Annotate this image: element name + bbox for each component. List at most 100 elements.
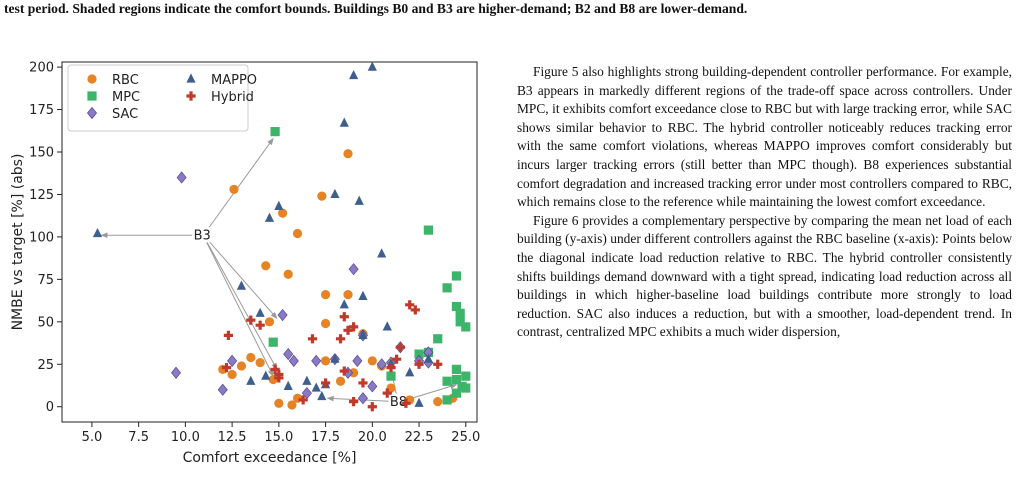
point [442, 395, 452, 405]
x-tick-label: 7.5 [128, 430, 149, 445]
point [229, 184, 239, 194]
annotation-arrow [407, 383, 458, 400]
legend-label: MAPPO [211, 73, 257, 88]
point [270, 364, 280, 374]
point [171, 366, 182, 379]
point [349, 368, 359, 378]
point [255, 307, 265, 317]
point [261, 370, 271, 380]
point [246, 315, 256, 325]
point [349, 69, 359, 80]
point [367, 380, 378, 393]
point [358, 329, 368, 339]
point [358, 378, 368, 388]
point [455, 308, 465, 318]
point [261, 261, 271, 271]
caption: test period. Shaded regions indicate the… [4, 1, 748, 16]
legend-marker [87, 74, 97, 84]
point [461, 383, 471, 393]
point [264, 212, 275, 222]
point [320, 290, 331, 300]
point [349, 322, 359, 332]
point [343, 325, 353, 335]
point [227, 354, 238, 367]
body-text: Figure 5 also highlights strong building… [517, 63, 1012, 497]
legend-marker [87, 91, 97, 101]
point [311, 382, 321, 392]
point [283, 348, 294, 361]
legend-marker [186, 73, 196, 83]
annotation-arrow [326, 395, 389, 402]
point [358, 290, 368, 300]
point [274, 398, 284, 408]
point [451, 301, 462, 312]
point [392, 354, 402, 364]
plot-frame [61, 61, 478, 423]
annotation-label: B8 [390, 395, 407, 410]
point [320, 318, 331, 329]
y-axis-label: NMBE vs target [%] (abs) [10, 154, 26, 331]
x-tick-label: 20.0 [358, 430, 387, 445]
point [343, 149, 353, 159]
point [317, 191, 327, 201]
point [223, 330, 233, 340]
point [311, 354, 322, 367]
point [264, 317, 275, 327]
annotation-arrow [206, 241, 278, 370]
point [307, 334, 318, 344]
point [414, 349, 424, 359]
point [292, 228, 303, 239]
point [451, 364, 462, 374]
point [442, 283, 452, 293]
point [302, 375, 312, 385]
point [335, 376, 346, 386]
point [451, 374, 462, 385]
point [414, 397, 424, 407]
point [433, 397, 443, 407]
point [320, 378, 331, 388]
x-tick-label: 25.0 [451, 430, 480, 445]
legend-marker [87, 106, 97, 120]
point [277, 208, 288, 218]
legend-label: SAC [112, 107, 138, 122]
annotation-bg [193, 227, 212, 243]
legend-marker [186, 91, 196, 101]
chart: 5.0 7.5 10.0 12.5 15.0 17.5 20.0 22.5 25.0 0 25 50 7… [10, 61, 480, 466]
annotation-arrow [207, 137, 274, 230]
point [376, 358, 387, 371]
legend-label: RBC [112, 73, 139, 88]
point [386, 363, 396, 373]
point [227, 369, 237, 380]
point [414, 359, 424, 369]
point [268, 337, 278, 347]
point [442, 376, 452, 386]
x-tick-label: 10.0 [171, 430, 200, 445]
point [176, 171, 187, 184]
point [348, 263, 359, 276]
point [423, 225, 433, 235]
y-tick-label: 75 [37, 273, 54, 288]
point [339, 366, 349, 376]
point [423, 353, 433, 363]
y-tick-label: 25 [37, 358, 54, 373]
legend-box [67, 64, 249, 132]
point [236, 280, 247, 290]
point [382, 388, 392, 398]
point [455, 317, 465, 327]
point [274, 373, 284, 383]
annotation-arrow [206, 242, 274, 377]
legend-label: MPC [112, 90, 140, 105]
point [270, 127, 280, 137]
point [433, 359, 443, 369]
point [357, 392, 368, 405]
y-tick-label: 50 [37, 315, 54, 330]
x-tick-label: 17.5 [311, 430, 340, 445]
point [451, 271, 462, 281]
x-axis-label: Comfort exceedance [%] [183, 450, 357, 466]
point [287, 400, 297, 410]
point [461, 322, 471, 332]
point [339, 299, 349, 309]
x-tick-label: 12.5 [218, 430, 247, 445]
y-tick-label: 150 [29, 146, 54, 161]
